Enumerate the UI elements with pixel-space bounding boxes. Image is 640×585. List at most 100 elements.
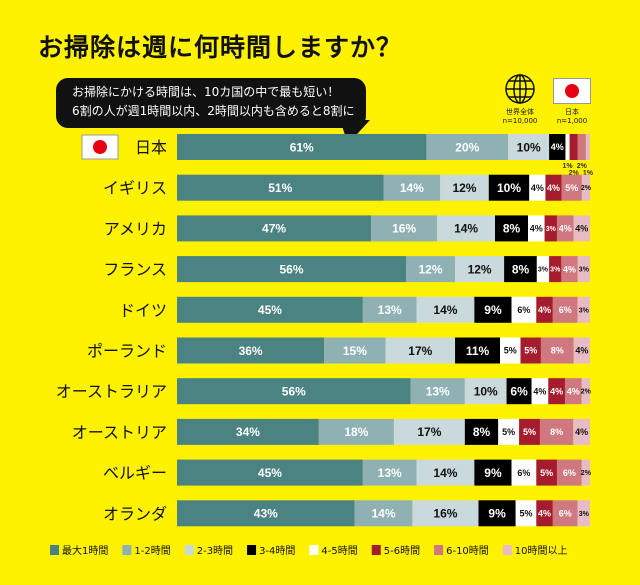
- data-label: 56%: [279, 262, 303, 276]
- bar-segment: [549, 256, 562, 283]
- data-label: 6%: [559, 509, 572, 519]
- bar-segment: [464, 418, 499, 445]
- bar-segment: [552, 500, 578, 527]
- bar-segment: [383, 174, 441, 201]
- bar-segment: [405, 256, 456, 283]
- data-label: 4%: [567, 386, 580, 396]
- legend-label: 3-4時間: [259, 545, 295, 557]
- bar-segment: [577, 134, 586, 160]
- japan-flag-icon: [553, 78, 591, 104]
- bar-segment: [552, 296, 578, 323]
- chart-title: お掃除は週に何時間しますか？: [38, 33, 403, 62]
- data-label: 3%: [538, 267, 549, 274]
- data-label: 5%: [519, 509, 532, 519]
- data-label: 4%: [575, 346, 588, 356]
- world-n: n=10,000: [502, 117, 538, 125]
- bar-segment: [495, 215, 529, 242]
- country-label: アメリカ: [104, 219, 167, 238]
- bar-segment: [410, 378, 465, 405]
- data-label: 3%: [579, 307, 590, 314]
- bar-segment: [354, 500, 413, 527]
- bar-segment: [581, 378, 590, 405]
- data-label: 4%: [559, 224, 572, 234]
- bar-segment: [573, 337, 590, 364]
- bar-segment: [464, 378, 507, 405]
- callout-bubble: お掃除にかける時間は、10カ国の中で最も短い！ 6割の人が週1時間以内、2時間以…: [56, 78, 366, 128]
- bar-segment: [536, 459, 557, 486]
- bar-segment: [577, 296, 590, 323]
- data-label: 5%: [502, 427, 515, 437]
- data-label: 8%: [551, 346, 564, 356]
- data-label: 13%: [378, 466, 402, 480]
- bar-segment: [474, 459, 512, 486]
- data-label: 14%: [433, 303, 457, 317]
- legend-item: 2-3時間: [184, 545, 233, 557]
- data-label: 4%: [531, 183, 544, 193]
- bar-segment: [426, 134, 509, 160]
- data-label: 5%: [565, 183, 578, 193]
- data-label: 51%: [268, 181, 292, 195]
- data-label: 45%: [258, 303, 282, 317]
- bar-segment: [556, 459, 582, 486]
- bar-segment: [536, 256, 550, 283]
- bar-segment: [318, 418, 394, 445]
- data-label: 61%: [290, 140, 314, 154]
- legend-label: 5-6時間: [384, 545, 420, 557]
- data-label: 34%: [236, 425, 260, 439]
- data-label: 14%: [433, 466, 457, 480]
- data-label: 36%: [239, 344, 263, 358]
- bar-segment: [177, 500, 355, 527]
- bar-segment: [474, 296, 512, 323]
- data-label: 8%: [550, 427, 563, 437]
- bar-segment: [540, 337, 574, 364]
- data-label: 4%: [530, 224, 543, 234]
- bar-segment: [577, 256, 590, 283]
- bar-segment: [506, 378, 532, 405]
- legend-item: 6-10時間: [434, 545, 489, 557]
- data-label: 10%: [517, 140, 541, 154]
- bar-segment: [569, 134, 578, 160]
- world-label: 世界全体: [506, 108, 534, 116]
- legend-item: 最大1時間: [50, 544, 108, 557]
- bar-segment: [545, 174, 562, 201]
- data-label: 6%: [563, 468, 576, 478]
- legend-item: 4-5時間: [309, 545, 358, 557]
- data-label: 6%: [510, 385, 528, 399]
- bar-segment: [324, 337, 386, 364]
- bar-segment: [177, 418, 319, 445]
- data-label: 14%: [454, 222, 478, 236]
- data-label: 1%: [583, 170, 594, 177]
- data-label: 4%: [538, 305, 551, 315]
- bar-segment: [528, 215, 545, 242]
- country-label: イギリス: [103, 179, 167, 198]
- bar-segment: [581, 459, 590, 486]
- data-label: 3%: [546, 226, 557, 233]
- bar-segment: [455, 256, 505, 283]
- country-label: ドイツ: [119, 301, 167, 320]
- data-label: 2%: [569, 170, 580, 177]
- country-label: オーストラリア: [56, 382, 167, 401]
- bar-segment: [536, 296, 553, 323]
- data-label: 3%: [579, 267, 590, 274]
- bar-segment: [437, 215, 496, 242]
- data-label: 11%: [466, 344, 490, 358]
- legend-item: 5-6時間: [371, 545, 420, 557]
- data-label: 4%: [547, 183, 560, 193]
- data-label: 4%: [550, 386, 563, 396]
- bar-segment: [515, 500, 537, 527]
- data-label: 2%: [577, 163, 588, 170]
- data-label: 13%: [426, 385, 450, 399]
- data-label: 10%: [497, 181, 521, 195]
- japan-label: 日本: [565, 108, 579, 116]
- data-label: 8%: [473, 425, 491, 439]
- legend-label: 1-2時間: [134, 545, 170, 557]
- bar-segment: [177, 174, 384, 201]
- data-label: 9%: [484, 466, 502, 480]
- data-label: 5%: [504, 346, 517, 356]
- bar-segment: [416, 296, 475, 323]
- data-label: 4%: [538, 509, 551, 519]
- bar-segment: [556, 215, 574, 242]
- bar-segment: [412, 500, 479, 527]
- data-label: 3%: [579, 511, 590, 518]
